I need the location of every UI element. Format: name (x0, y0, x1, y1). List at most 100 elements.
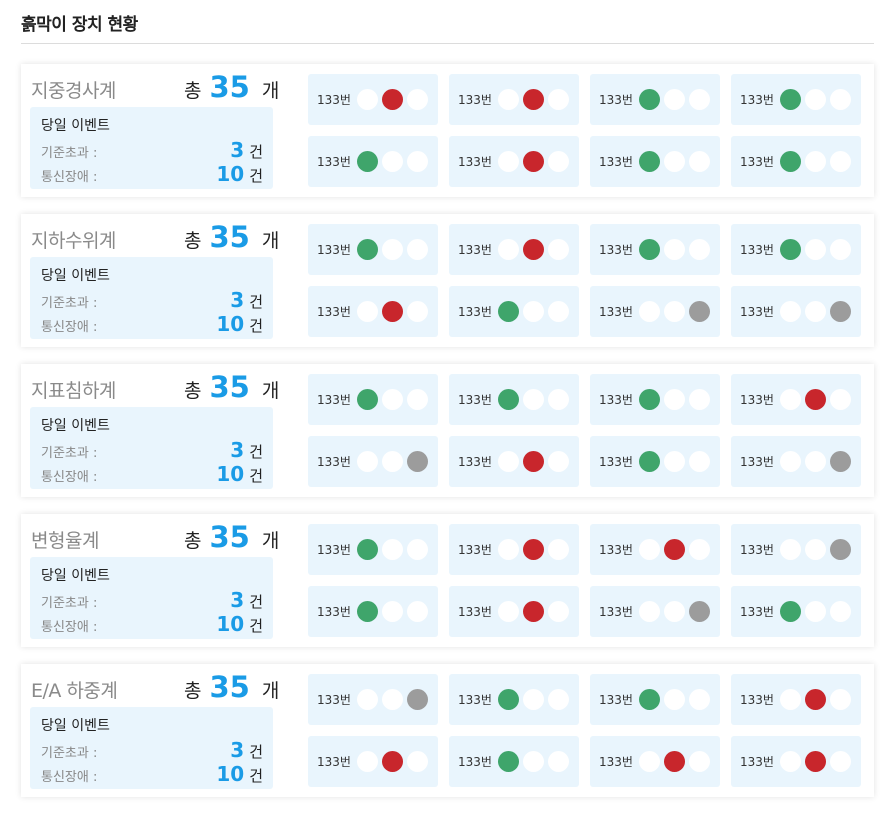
device-card[interactable]: 133번 (449, 436, 579, 487)
status-lights (357, 601, 432, 622)
fault-row: 통신장애 : 10 건 (41, 462, 263, 486)
fault-label: 통신장애 : (41, 170, 98, 185)
exceed-count: 3 (230, 288, 245, 312)
fault-count: 10 (216, 612, 245, 636)
device-card[interactable]: 133번 (731, 524, 861, 575)
device-card[interactable]: 133번 (308, 136, 438, 187)
device-label: 133번 (458, 393, 492, 407)
device-card[interactable]: 133번 (449, 674, 579, 725)
device-card[interactable]: 133번 (308, 674, 438, 725)
device-card[interactable]: 133번 (308, 224, 438, 275)
device-card[interactable]: 133번 (590, 136, 720, 187)
device-card[interactable]: 133번 (308, 74, 438, 125)
daily-event-title: 당일 이벤트 (41, 568, 110, 584)
device-card[interactable]: 133번 (731, 374, 861, 425)
device-card[interactable]: 133번 (731, 224, 861, 275)
status-light-off (382, 601, 403, 622)
group-name: 지중경사계 (31, 80, 116, 102)
group-total: 총 35 개 (184, 370, 279, 404)
status-lights (498, 389, 573, 410)
device-card[interactable]: 133번 (449, 374, 579, 425)
status-light-off (780, 689, 801, 710)
device-card[interactable]: 133번 (731, 136, 861, 187)
exceed-count: 3 (230, 438, 245, 462)
device-card[interactable]: 133번 (449, 586, 579, 637)
device-card[interactable]: 133번 (590, 674, 720, 725)
daily-event-title: 당일 이벤트 (41, 418, 110, 434)
device-label: 133번 (740, 455, 774, 469)
fault-label: 통신장애 : (41, 620, 98, 635)
device-card[interactable]: 133번 (731, 736, 861, 787)
total-count: 35 (209, 670, 250, 704)
status-light-green (357, 601, 378, 622)
status-light-off (407, 301, 428, 322)
status-light-off (830, 601, 851, 622)
group-total: 총 35 개 (184, 520, 279, 554)
status-lights (357, 239, 432, 260)
fault-label: 통신장애 : (41, 470, 98, 485)
status-light-off (664, 689, 685, 710)
total-unit: 개 (261, 380, 280, 402)
status-light-red (382, 89, 403, 110)
status-lights (639, 301, 714, 322)
exceed-label: 기준초과 : (41, 746, 98, 761)
daily-event-box: 당일 이벤트 기준초과 :3 건 통신장애 :10 건 (30, 407, 273, 489)
status-light-off (664, 451, 685, 472)
daily-event-box: 당일 이벤트 기준초과 :3 건 통신장애 :10 건 (30, 557, 273, 639)
device-card[interactable]: 133번 (590, 586, 720, 637)
status-light-off (498, 239, 519, 260)
status-light-off (382, 151, 403, 172)
device-card[interactable]: 133번 (449, 736, 579, 787)
device-card[interactable]: 133번 (449, 136, 579, 187)
status-lights (780, 389, 855, 410)
sensor-group-panel: 지하수위계 총 35 개 당일 이벤트 기준초과 :3 건 통신장애 :10 건 133번 133번… (21, 214, 874, 347)
device-card[interactable]: 133번 (449, 74, 579, 125)
device-card[interactable]: 133번 (590, 374, 720, 425)
device-card[interactable]: 133번 (590, 224, 720, 275)
device-label: 133번 (599, 605, 633, 619)
status-light-red (805, 689, 826, 710)
device-card[interactable]: 133번 (590, 286, 720, 337)
status-lights (498, 239, 573, 260)
device-card[interactable]: 133번 (308, 286, 438, 337)
fault-row: 통신장애 : 10 건 (41, 762, 263, 786)
device-card[interactable]: 133번 (449, 286, 579, 337)
fault-count: 10 (216, 162, 245, 186)
status-light-off (639, 751, 660, 772)
device-card[interactable]: 133번 (731, 74, 861, 125)
status-light-red (523, 151, 544, 172)
status-light-green (498, 689, 519, 710)
status-light-off (689, 89, 710, 110)
status-light-off (830, 389, 851, 410)
exceed-unit: 건 (249, 443, 263, 461)
device-label: 133번 (458, 605, 492, 619)
status-light-green (639, 89, 660, 110)
status-light-off (498, 601, 519, 622)
device-card[interactable]: 133번 (308, 736, 438, 787)
status-light-green (357, 151, 378, 172)
exceed-unit: 건 (249, 143, 263, 161)
device-card[interactable]: 133번 (731, 586, 861, 637)
status-lights (357, 301, 432, 322)
status-lights (639, 389, 714, 410)
device-card[interactable]: 133번 (731, 674, 861, 725)
status-lights (780, 539, 855, 560)
device-card[interactable]: 133번 (590, 74, 720, 125)
device-card[interactable]: 133번 (449, 224, 579, 275)
device-card[interactable]: 133번 (308, 374, 438, 425)
device-card[interactable]: 133번 (449, 524, 579, 575)
exceed-label: 기준초과 : (41, 146, 98, 161)
device-card[interactable]: 133번 (308, 586, 438, 637)
status-lights (498, 601, 573, 622)
device-card[interactable]: 133번 (731, 286, 861, 337)
status-light-off (548, 151, 569, 172)
device-card[interactable]: 133번 (590, 736, 720, 787)
device-card[interactable]: 133번 (308, 436, 438, 487)
device-card[interactable]: 133번 (590, 436, 720, 487)
device-card[interactable]: 133번 (731, 436, 861, 487)
status-lights (639, 539, 714, 560)
device-card[interactable]: 133번 (590, 524, 720, 575)
device-card[interactable]: 133번 (308, 524, 438, 575)
